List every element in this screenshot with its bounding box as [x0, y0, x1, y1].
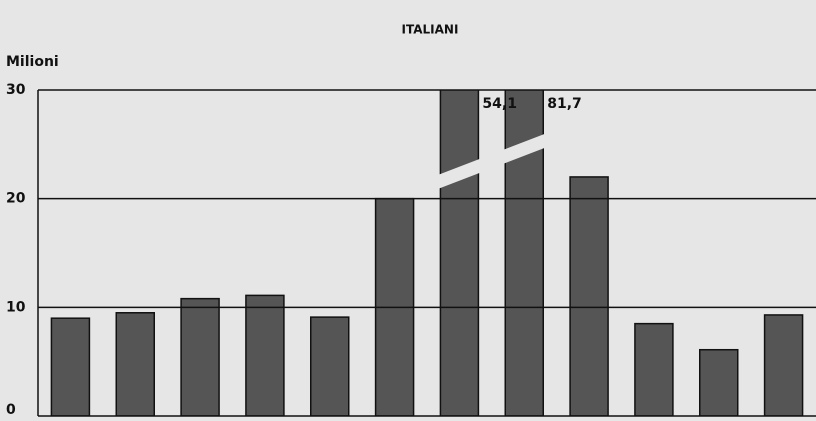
y-tick-label: 20 — [6, 191, 26, 207]
y-tick-label: 30 — [6, 82, 26, 98]
bars — [50, 90, 804, 416]
bar — [115, 312, 155, 416]
bar — [245, 294, 285, 416]
bar — [569, 176, 609, 416]
y-tick-label: 0 — [6, 402, 16, 418]
bar — [763, 314, 804, 416]
bar — [634, 322, 674, 416]
chart-title: ITALIANI — [402, 23, 459, 37]
bar — [50, 317, 91, 416]
bar — [439, 90, 480, 416]
value-label: 54,1 — [482, 96, 517, 112]
bar — [699, 348, 739, 416]
bar — [180, 297, 220, 416]
axis-break — [430, 128, 560, 192]
y-axis-label: Milioni — [6, 54, 59, 70]
y-tick-label: 10 — [6, 299, 26, 315]
value-label: 81,7 — [547, 96, 582, 112]
bar — [310, 316, 350, 416]
